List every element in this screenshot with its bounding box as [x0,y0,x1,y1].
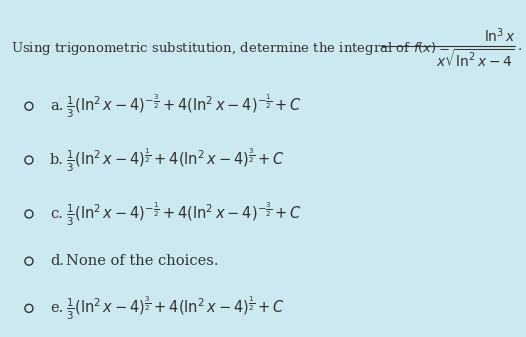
Text: $\frac{1}{3}(\ln^2 x - 4)^{\frac{3}{2}} + 4(\ln^2 x - 4)^{\frac{1}{2}} + C$: $\frac{1}{3}(\ln^2 x - 4)^{\frac{3}{2}} … [66,295,285,322]
Text: b.: b. [50,153,64,167]
Text: .: . [518,40,522,53]
Text: $\frac{1}{3}(\ln^2 x - 4)^{-\frac{3}{2}} + 4(\ln^2 x - 4)^{-\frac{1}{2}} + C$: $\frac{1}{3}(\ln^2 x - 4)^{-\frac{3}{2}}… [66,93,302,120]
Text: None of the choices.: None of the choices. [66,254,218,268]
Text: a.: a. [50,99,63,113]
Text: Using trigonometric substitution, determine the integral of $f(x) =$: Using trigonometric substitution, determ… [11,40,450,57]
Text: e.: e. [50,301,63,315]
Text: $\ln^3 x$: $\ln^3 x$ [483,26,515,45]
Text: d.: d. [50,254,64,268]
Text: $\frac{1}{3}(\ln^2 x - 4)^{\frac{1}{2}} + 4(\ln^2 x - 4)^{\frac{3}{2}} + C$: $\frac{1}{3}(\ln^2 x - 4)^{\frac{1}{2}} … [66,147,285,174]
Text: $x\sqrt{\ln^2 x - 4}$: $x\sqrt{\ln^2 x - 4}$ [437,48,515,70]
Text: c.: c. [50,207,63,221]
Text: $\frac{1}{3}(\ln^2 x - 4)^{-\frac{1}{2}} + 4(\ln^2 x - 4)^{-\frac{3}{2}} + C$: $\frac{1}{3}(\ln^2 x - 4)^{-\frac{1}{2}}… [66,201,302,227]
